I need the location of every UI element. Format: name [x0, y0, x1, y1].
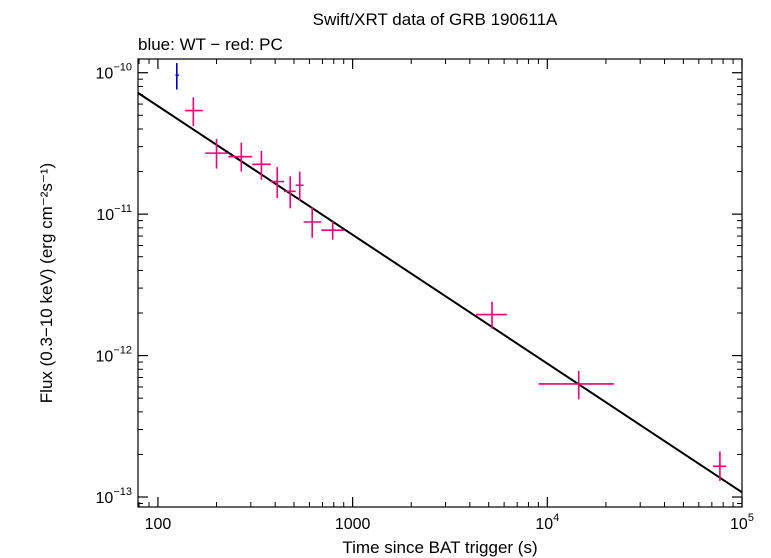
major-ticks	[138, 59, 743, 507]
data-point-pc	[303, 207, 322, 238]
data-point-pc	[538, 370, 614, 400]
chart-subtitle: blue: WT − red: PC	[138, 35, 283, 54]
data-point-pc	[475, 301, 507, 329]
y-tick-labels: 10−10 10−11 10−12 10−13	[96, 62, 132, 507]
data-point-pc	[713, 451, 727, 481]
x-tick-label: 105	[730, 512, 754, 533]
minor-ticks	[138, 59, 742, 507]
data-point-pc	[270, 167, 285, 199]
model-line-layer	[137, 92, 743, 494]
x-tick-labels: 100 1000 104 105	[145, 512, 754, 533]
plot-frame	[137, 58, 743, 508]
data-points-layer	[175, 63, 727, 481]
x-tick-label: 1000	[335, 516, 371, 533]
y-tick-label: 10−13	[96, 486, 132, 507]
data-point-pc	[252, 150, 271, 180]
data-point-pc	[205, 138, 228, 169]
y-axis-label: Flux (0.3−10 keV) (erg cm⁻²s⁻¹)	[37, 163, 56, 403]
data-point-pc	[185, 97, 203, 126]
data-point-wt	[175, 63, 179, 90]
data-point-pc	[284, 176, 296, 209]
x-tick-label: 100	[145, 516, 172, 533]
x-tick-label: 104	[535, 512, 559, 533]
data-point-pc	[228, 142, 253, 172]
model-fit-line	[137, 92, 743, 494]
data-point-pc	[295, 171, 304, 201]
y-tick-label: 10−12	[96, 345, 132, 366]
y-tick-label: 10−11	[96, 203, 132, 224]
x-axis-label: Time since BAT trigger (s)	[342, 538, 537, 557]
y-tick-label: 10−10	[96, 62, 132, 83]
data-point-pc	[321, 221, 344, 240]
chart-title: Swift/XRT data of GRB 190611A	[313, 10, 558, 29]
